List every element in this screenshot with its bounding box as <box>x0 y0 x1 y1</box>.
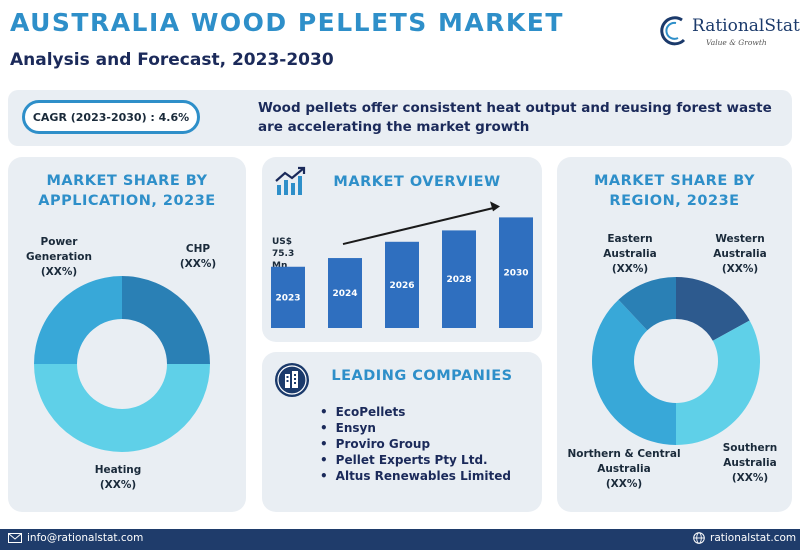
power-generation-value: (XX%) <box>40 266 78 278</box>
eastern-australia-label: Eastern Australia (XX%) <box>587 232 673 277</box>
website-text: rationalstat.com <box>710 532 797 544</box>
growth-chart-icon <box>275 166 306 195</box>
region-donut-chart <box>592 277 760 445</box>
bar-label-2023: 2023 <box>275 293 300 303</box>
donut-slice-heating <box>34 364 210 452</box>
trend-arrow-head <box>490 201 500 212</box>
summary-banner: CAGR (2023-2030) : 4.6% Wood pellets off… <box>8 90 792 146</box>
banner-statement: Wood pellets offer consistent heat outpu… <box>258 100 772 135</box>
power-generation-name: Power Generation <box>26 236 92 263</box>
rationalstat-logo[interactable]: RationalStat Value & Growth <box>660 14 800 52</box>
southern-australia-label: Southern Australia (XX%) <box>707 441 793 486</box>
northern-central-australia-label: Northern & Central Australia (XX%) <box>559 447 689 492</box>
company-item: EcoPellets <box>320 404 511 420</box>
logo-name: RationalStat <box>692 16 800 36</box>
western-australia-value: (XX%) <box>721 263 759 275</box>
donut-slice-chp <box>122 276 210 364</box>
heating-label: Heating (XX%) <box>88 463 148 493</box>
application-donut-chart <box>34 276 210 452</box>
cagr-badge: CAGR (2023-2030) : 4.6% <box>22 100 200 134</box>
trend-arrow-line <box>342 206 497 246</box>
region-share-title: MARKET SHARE BY REGION, 2023E <box>593 173 756 209</box>
chp-name: CHP <box>185 243 211 255</box>
leading-companies-title: LEADING COMPANIES <box>331 368 513 384</box>
donut-slice-southern-australia <box>676 320 760 445</box>
footer-website[interactable]: rationalstat.com <box>693 532 796 544</box>
company-item: Altus Renewables Limited <box>320 468 511 484</box>
donut-slice-western-australia <box>676 277 750 341</box>
southern-australia-value: (XX%) <box>731 472 769 484</box>
northern-central-australia-value: (XX%) <box>605 478 643 490</box>
logo-icon <box>660 16 686 46</box>
eastern-australia-name: Eastern Australia <box>603 233 657 260</box>
northern-central-australia-name: Northern & Central Australia <box>567 448 681 475</box>
logo-tagline: Value & Growth <box>706 38 767 47</box>
company-item: Proviro Group <box>320 436 511 452</box>
bar-2023 <box>271 266 305 328</box>
region-share-panel: MARKET SHARE BY REGION, 2023E Eastern Au… <box>557 157 792 512</box>
bar-label-2028: 2028 <box>446 275 471 285</box>
donut-slice-northern-central-australia <box>592 299 676 445</box>
email-icon <box>8 533 22 543</box>
company-item: Pellet Experts Pty Ltd. <box>320 452 511 468</box>
company-building-icon <box>275 363 309 397</box>
company-item: Ensyn <box>320 420 511 436</box>
heating-value: (XX%) <box>99 479 137 491</box>
company-list: EcoPellets Ensyn Proviro Group Pellet Ex… <box>320 404 511 484</box>
bar-2024 <box>328 258 362 328</box>
bar-2030 <box>499 217 533 328</box>
bar-2026 <box>385 241 419 328</box>
eastern-australia-value: (XX%) <box>611 263 649 275</box>
page-subtitle: Analysis and Forecast, 2023-2030 <box>10 50 334 70</box>
page-title: AUSTRALIA WOOD PELLETS MARKET <box>10 8 564 37</box>
chp-label: CHP (XX%) <box>168 242 228 272</box>
heating-name: Heating <box>94 464 142 476</box>
western-australia-label: Western Australia (XX%) <box>697 232 783 277</box>
western-australia-name: Western Australia <box>713 233 767 260</box>
market-overview-panel: MARKET OVERVIEW US$ 75.3 Mn 2023 2024 2026… <box>262 157 542 342</box>
footer-email[interactable]: info@rationalstat.com <box>8 532 143 544</box>
market-overview-title: MARKET OVERVIEW <box>333 174 501 190</box>
email-text: info@rationalstat.com <box>27 532 144 544</box>
bar-label-2024: 2024 <box>332 289 357 299</box>
market-overview-bar-chart: 2023 2024 2026 2028 2030 <box>271 201 533 328</box>
footer-bar: info@rationalstat.com rationalstat.com <box>0 529 800 550</box>
donut-slice-eastern-australia <box>618 277 676 331</box>
application-share-title: MARKET SHARE BY APPLICATION, 2023E <box>38 173 216 209</box>
bar-label-2030: 2030 <box>503 269 528 279</box>
power-generation-label: Power Generation (XX%) <box>14 235 104 280</box>
bar-2028 <box>442 230 476 328</box>
bar-label-2026: 2026 <box>389 281 414 291</box>
southern-australia-name: Southern Australia <box>722 442 778 469</box>
first-bar-value-label: US$ 75.3 Mn <box>272 237 295 271</box>
donut-slice-power-generation <box>34 276 122 364</box>
application-share-panel: MARKET SHARE BY APPLICATION, 2023E Power… <box>8 157 246 512</box>
leading-companies-panel: LEADING COMPANIES EcoPellets Ensyn Provi… <box>262 352 542 512</box>
chp-value: (XX%) <box>179 258 217 270</box>
globe-icon <box>693 532 705 544</box>
